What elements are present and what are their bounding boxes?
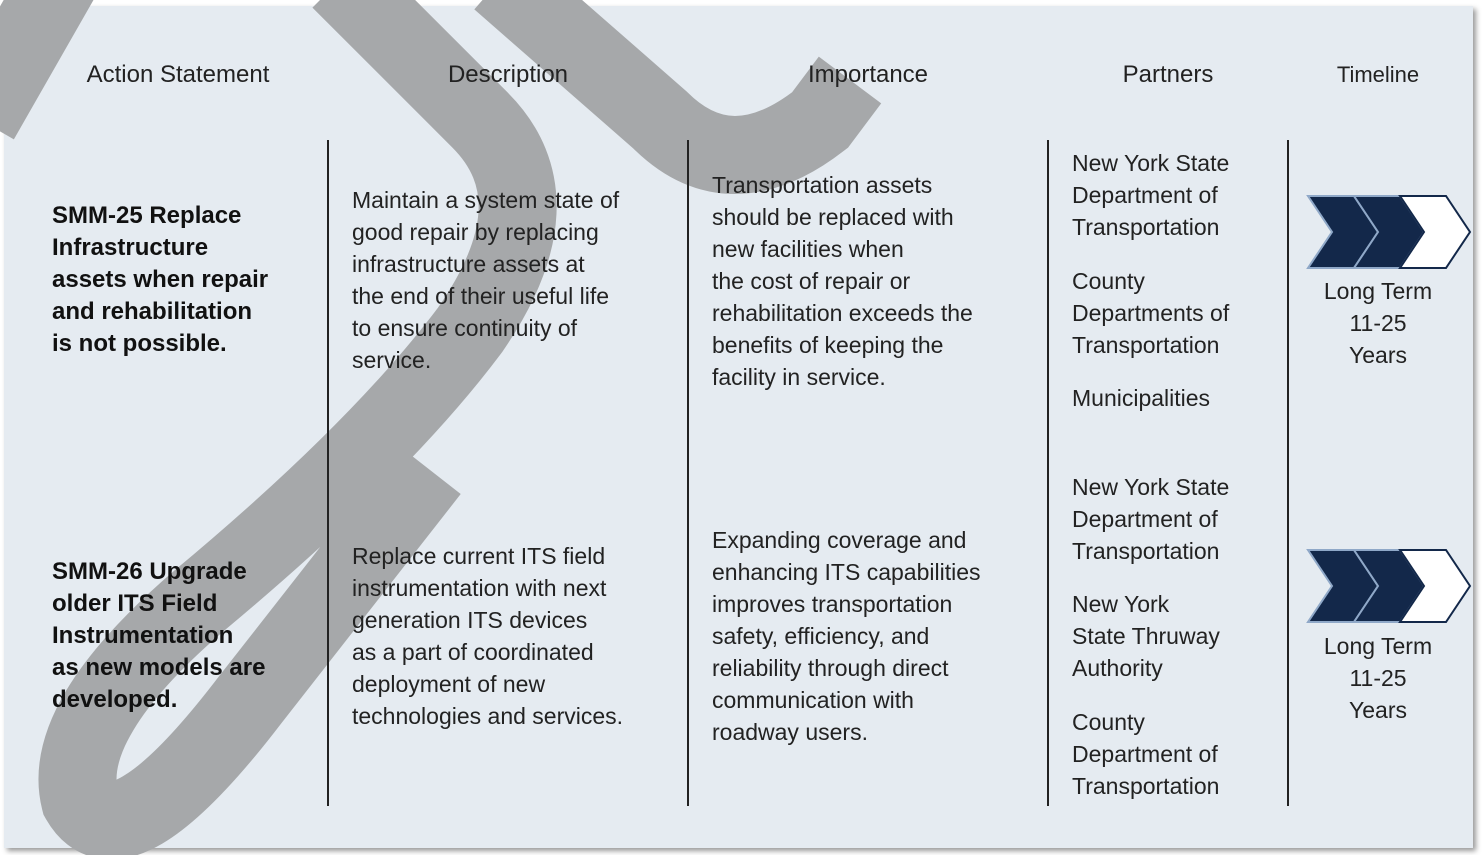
timeline: 11-25 <box>1349 310 1407 336</box>
action-statement: assets when repair <box>52 266 269 293</box>
action-statement: older ITS Field <box>52 590 218 617</box>
partner: Transportation <box>1072 538 1220 564</box>
column-header: Partners <box>1122 61 1214 88</box>
action-statement: Infrastructure <box>52 234 209 261</box>
timeline: Long Term <box>1323 278 1433 304</box>
timeline-chevron <box>1398 549 1472 623</box>
partner: State Thruway <box>1072 623 1220 649</box>
partner: Department of <box>1072 182 1218 208</box>
importance: new facilities when <box>712 236 904 262</box>
column-header: Action Statement <box>86 61 270 88</box>
description: service. <box>352 347 432 373</box>
importance: benefits of keeping the <box>712 332 944 358</box>
partner: Department of <box>1072 506 1218 532</box>
timeline: Years <box>1349 697 1407 723</box>
importance: improves transportation <box>712 591 953 617</box>
description: the end of their useful life <box>352 283 609 309</box>
action-statement: and rehabilitation <box>52 298 253 325</box>
description: Maintain a system state of <box>352 187 620 213</box>
importance: roadway users. <box>712 719 868 745</box>
action-statement: as new models are <box>52 654 266 681</box>
action-statement: is not possible. <box>52 330 227 357</box>
partner: County <box>1072 709 1145 735</box>
description: good repair by replacing <box>352 219 599 245</box>
partner: Authority <box>1072 655 1163 681</box>
partner: Transportation <box>1072 214 1220 240</box>
description: technologies and services. <box>352 703 624 729</box>
importance: rehabilitation exceeds the <box>712 300 973 326</box>
action-statement: SMM-26 Upgrade <box>52 558 247 585</box>
timeline: 11-25 <box>1349 665 1407 691</box>
column-header: Description <box>447 61 569 88</box>
partner: Transportation <box>1072 773 1220 799</box>
importance: should be replaced with <box>712 204 954 230</box>
partner: New York State <box>1072 474 1230 500</box>
action-statement: Instrumentation <box>52 622 234 649</box>
description: infrastructure assets at <box>352 251 585 277</box>
action-statement: SMM-25 Replace <box>52 202 242 229</box>
column-header: Timeline <box>1336 62 1420 87</box>
partner: Transportation <box>1072 332 1220 358</box>
partner: Department of <box>1072 741 1218 767</box>
partner: Departments of <box>1072 300 1230 326</box>
description: deployment of new <box>352 671 546 697</box>
importance: enhancing ITS capabilities <box>712 559 981 585</box>
importance: communication with <box>712 687 914 713</box>
description: generation ITS devices <box>352 607 588 633</box>
description: to ensure continuity of <box>352 315 578 341</box>
description: Replace current ITS field <box>352 543 606 569</box>
importance: the cost of repair or <box>712 268 911 294</box>
partner: County <box>1072 268 1145 294</box>
description: instrumentation with next <box>352 575 607 601</box>
timeline: Years <box>1349 342 1407 368</box>
timeline-chevron <box>1398 195 1472 269</box>
partner: New York <box>1072 591 1170 617</box>
importance: Expanding coverage and <box>712 527 967 553</box>
importance: Transportation assets <box>712 172 933 198</box>
description: as a part of coordinated <box>352 639 594 665</box>
action-statement: developed. <box>52 686 178 713</box>
importance: safety, efficiency, and <box>712 623 930 649</box>
partner: Municipalities <box>1072 385 1211 411</box>
timeline: Long Term <box>1323 633 1433 659</box>
importance: reliability through direct <box>712 655 949 681</box>
column-header: Importance <box>807 61 929 88</box>
importance: facility in service. <box>712 364 886 390</box>
partner: New York State <box>1072 150 1230 176</box>
